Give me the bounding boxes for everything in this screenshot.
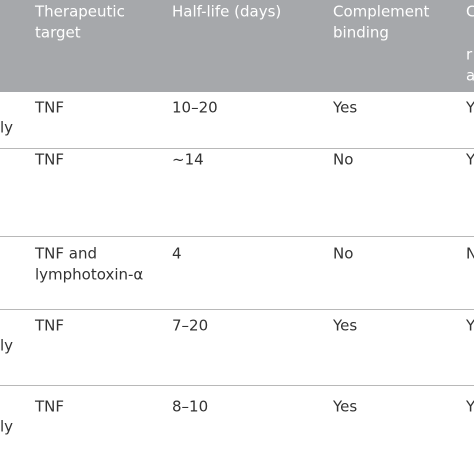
cell: Y — [466, 98, 474, 117]
cell: N — [466, 244, 474, 263]
header-cell: Therapeutic — [35, 2, 125, 21]
cell: 10–20 — [172, 98, 218, 117]
cell: Yes — [333, 98, 358, 117]
header-cell: Half-life (days) — [172, 2, 282, 21]
cell: ~14 — [172, 150, 204, 169]
cell: ly — [0, 118, 14, 137]
cell: TNF — [35, 316, 65, 335]
cell: TNF and — [35, 244, 97, 263]
cell: ly — [0, 417, 14, 436]
cell: 8–10 — [172, 397, 209, 416]
row-separator — [0, 309, 474, 310]
header-cell: a — [466, 66, 474, 85]
cell: No — [333, 244, 354, 263]
cell: TNF — [35, 150, 65, 169]
cell: Y — [466, 150, 474, 169]
header-band — [0, 0, 474, 92]
row-separator — [0, 385, 474, 386]
cell: Yes — [333, 397, 358, 416]
header-cell: binding — [333, 23, 389, 42]
cell: No — [333, 150, 354, 169]
row-separator — [0, 236, 474, 237]
cell: Y — [466, 397, 474, 416]
cell: Yes — [333, 316, 358, 335]
cell: 7–20 — [172, 316, 209, 335]
cell: 4 — [172, 244, 182, 263]
cell: TNF — [35, 397, 65, 416]
cell: lymphotoxin-α — [35, 265, 144, 284]
header-cell: C — [466, 2, 474, 21]
header-cell: Complement — [333, 2, 430, 21]
row-separator — [0, 148, 474, 149]
header-cell: r — [466, 45, 473, 64]
cell: TNF — [35, 98, 65, 117]
cell: Y — [466, 316, 474, 335]
header-cell: target — [35, 23, 81, 42]
cell: ly — [0, 336, 14, 355]
